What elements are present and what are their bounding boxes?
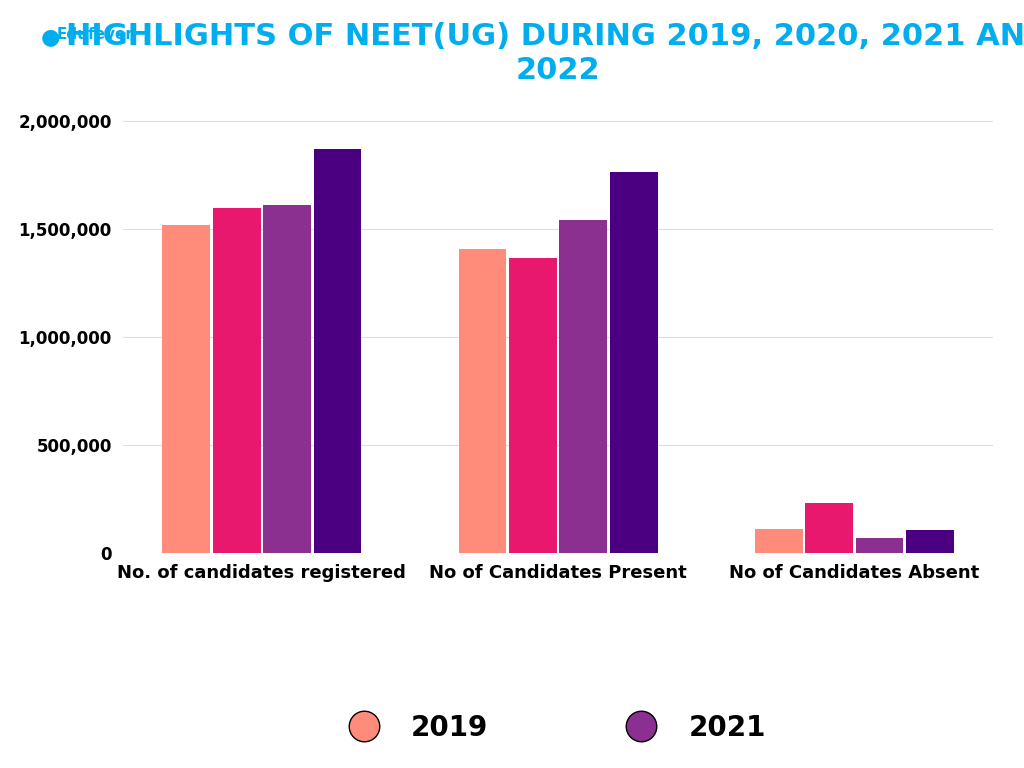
Bar — [263, 204, 311, 553]
Bar — [559, 220, 607, 553]
Bar — [805, 503, 853, 553]
Bar — [213, 208, 261, 553]
Legend: 2019, 2020, 2021, 2022: 2019, 2020, 2021, 2022 — [339, 703, 777, 768]
Text: Edufever: Edufever — [56, 27, 133, 42]
Bar — [906, 530, 953, 553]
Bar — [459, 249, 507, 553]
Title: HIGHLIGHTS OF NEET(UG) DURING 2019, 2020, 2021 AND
2022: HIGHLIGHTS OF NEET(UG) DURING 2019, 2020… — [66, 22, 1024, 85]
Text: ●: ● — [41, 27, 60, 47]
Bar — [855, 538, 903, 553]
Bar — [755, 529, 803, 553]
Bar — [313, 149, 361, 553]
Bar — [163, 225, 210, 553]
Bar — [509, 258, 557, 553]
Bar — [609, 172, 657, 553]
